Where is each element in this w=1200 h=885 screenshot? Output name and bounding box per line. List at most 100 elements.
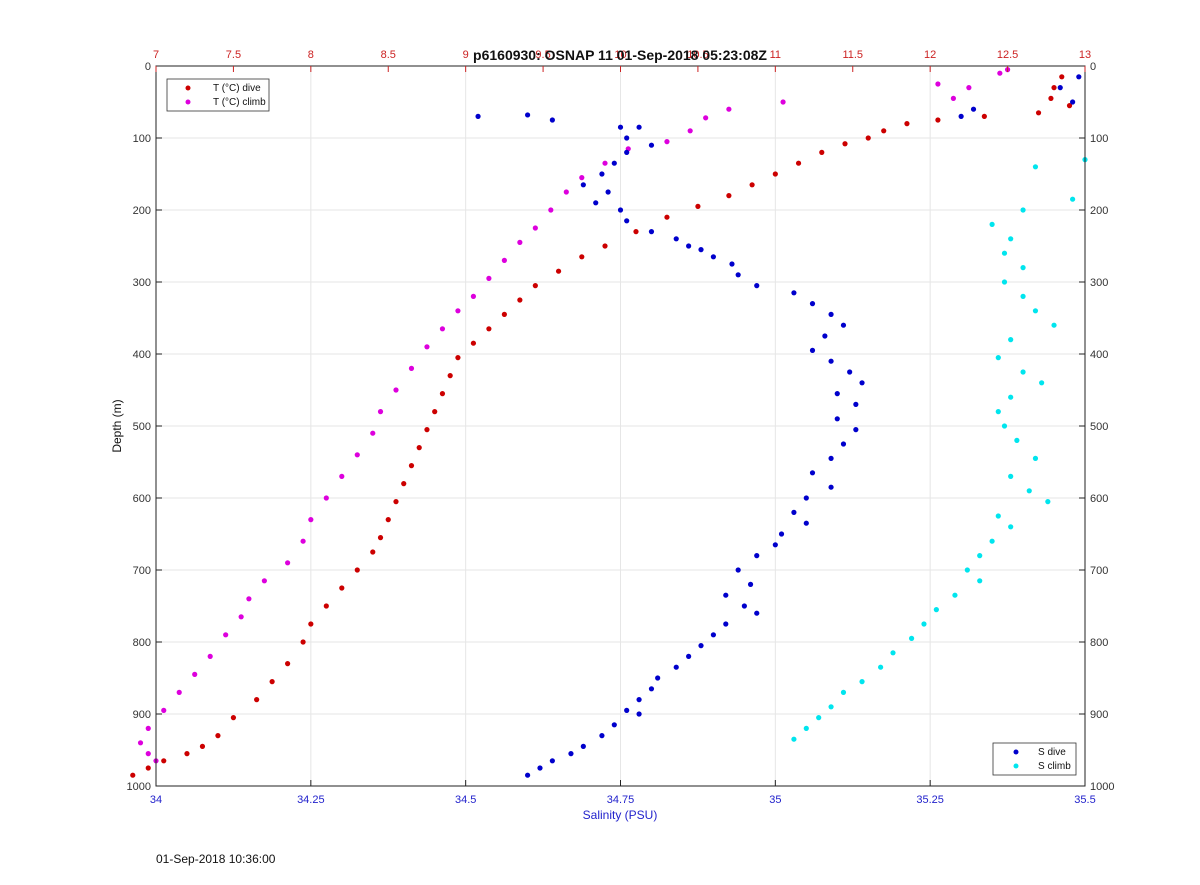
x-tick-label: 35.25 — [916, 794, 944, 806]
data-point-t-c-climb — [455, 308, 461, 314]
x2-tick-label: 10 — [614, 49, 626, 61]
data-point-s-dive — [729, 261, 735, 267]
data-point-t-c-dive — [772, 171, 778, 177]
data-point-t-c-climb — [780, 99, 786, 105]
y-tick-label: 200 — [133, 205, 151, 217]
data-point-s-dive — [741, 603, 747, 609]
data-point-t-c-climb — [145, 725, 151, 732]
data-point-t-c-dive — [424, 427, 430, 433]
data-point-s-dive — [698, 643, 704, 649]
data-point-t-c-dive — [664, 214, 670, 220]
data-point-t-c-climb — [285, 560, 291, 566]
x2-tick-label: 9 — [463, 49, 469, 61]
x2-tick-label: 12.5 — [997, 49, 1018, 61]
data-point-s-climb — [1026, 488, 1032, 494]
data-point-t-c-climb — [687, 128, 693, 134]
data-point-s-climb — [1008, 236, 1014, 242]
data-point-s-climb — [995, 513, 1001, 519]
x2-tick-label: 10.5 — [687, 49, 708, 61]
data-point-t-c-dive — [1059, 74, 1065, 80]
grid-lines — [155, 65, 1086, 787]
data-point-t-c-climb — [223, 632, 229, 638]
axis-ticks: 34 34.25 34.5 34.75 35 35.25 35.5 0 0 100 100 200 20… — [127, 49, 1115, 806]
data-point-t-c-dive — [354, 567, 360, 573]
chart-title: p6160930: OSNAP 11 01-Sep-2018 05:23:08Z — [473, 47, 767, 63]
data-point-s-climb — [1020, 265, 1026, 271]
data-point-s-dive — [593, 200, 599, 206]
data-point-t-c-dive — [308, 621, 314, 627]
data-point-s-climb — [878, 664, 884, 670]
data-point-s-dive — [475, 113, 481, 119]
y-tick-label-right: 100 — [1090, 133, 1108, 145]
data-point-s-climb — [1008, 337, 1014, 343]
y-tick-label-right: 500 — [1090, 421, 1108, 433]
data-point-s-dive — [828, 311, 834, 317]
legend-temperature-box — [166, 78, 270, 112]
data-point-s-dive — [1057, 85, 1063, 91]
y-tick-label: 100 — [133, 133, 151, 145]
legend-marker-t-dive — [185, 85, 191, 91]
x2-tick-label: 11 — [770, 49, 781, 61]
data-point-s-dive — [605, 189, 611, 195]
x2-tick-label: 13 — [1079, 49, 1091, 61]
data-point-s-dive — [525, 112, 531, 118]
data-point-s-dive — [636, 711, 642, 717]
data-point-t-c-climb — [339, 473, 345, 479]
data-point-t-c-climb — [207, 653, 213, 660]
data-point-t-c-dive — [455, 355, 461, 361]
data-point-t-c-climb — [563, 189, 569, 195]
data-point-t-c-dive — [230, 715, 237, 721]
data-point-s-climb — [1045, 499, 1051, 505]
data-point-s-dive — [537, 765, 543, 771]
y-tick-label: 800 — [133, 637, 151, 649]
data-point-t-c-dive — [401, 481, 407, 487]
data-point-s-dive — [580, 743, 586, 750]
data-point-s-dive — [853, 427, 859, 433]
data-point-t-c-climb — [579, 175, 585, 181]
data-point-t-c-climb — [161, 707, 167, 714]
legend-label-t-dive: T (°C) dive — [213, 83, 261, 94]
data-point-t-c-dive — [393, 499, 399, 505]
data-point-t-c-climb — [439, 326, 446, 332]
data-point-s-dive — [710, 632, 717, 638]
data-point-s-climb — [803, 725, 809, 732]
data-point-s-dive — [673, 664, 679, 670]
data-point-t-c-dive — [145, 765, 151, 771]
data-point-s-climb — [1070, 196, 1076, 202]
y-tick-label: 600 — [133, 493, 151, 505]
data-point-t-c-climb — [300, 538, 306, 544]
data-point-s-dive — [698, 247, 704, 253]
data-point-s-climb — [933, 607, 939, 613]
x2-tick-label: 9.5 — [535, 49, 550, 61]
data-point-s-climb — [828, 704, 834, 710]
data-point-t-c-climb — [532, 225, 538, 231]
data-point-t-c-climb — [137, 740, 144, 746]
data-point-t-c-dive — [161, 758, 167, 764]
y-tick-label-right: 0 — [1090, 61, 1096, 73]
data-point-t-c-climb — [966, 85, 972, 91]
data-point-s-climb — [1008, 394, 1014, 400]
y-tick-label-right: 200 — [1090, 205, 1108, 217]
data-point-s-climb — [1032, 164, 1039, 170]
data-point-t-c-climb — [246, 596, 252, 602]
x-tick-label: 35 — [769, 794, 781, 806]
data-point-s-dive — [1076, 74, 1082, 80]
data-point-s-climb — [1001, 279, 1008, 285]
data-point-t-c-climb — [192, 671, 198, 678]
data-point-s-climb — [1008, 524, 1014, 530]
data-point-t-c-climb — [602, 160, 608, 166]
data-point-s-dive — [828, 358, 834, 364]
data-point-s-climb — [1001, 250, 1008, 256]
data-point-t-c-dive — [339, 585, 345, 591]
x2-tick-label: 11.5 — [842, 49, 863, 61]
data-point-s-dive — [636, 124, 642, 130]
data-point-s-dive — [648, 142, 655, 148]
data-point-s-climb — [1032, 455, 1039, 461]
data-point-t-c-dive — [269, 679, 275, 685]
data-point-s-climb — [859, 679, 865, 685]
data-point-t-c-dive — [842, 141, 848, 147]
data-point-t-c-climb — [377, 409, 384, 415]
y-tick-label: 700 — [133, 565, 151, 577]
data-point-s-dive — [828, 484, 834, 490]
data-point-s-dive — [828, 455, 834, 461]
